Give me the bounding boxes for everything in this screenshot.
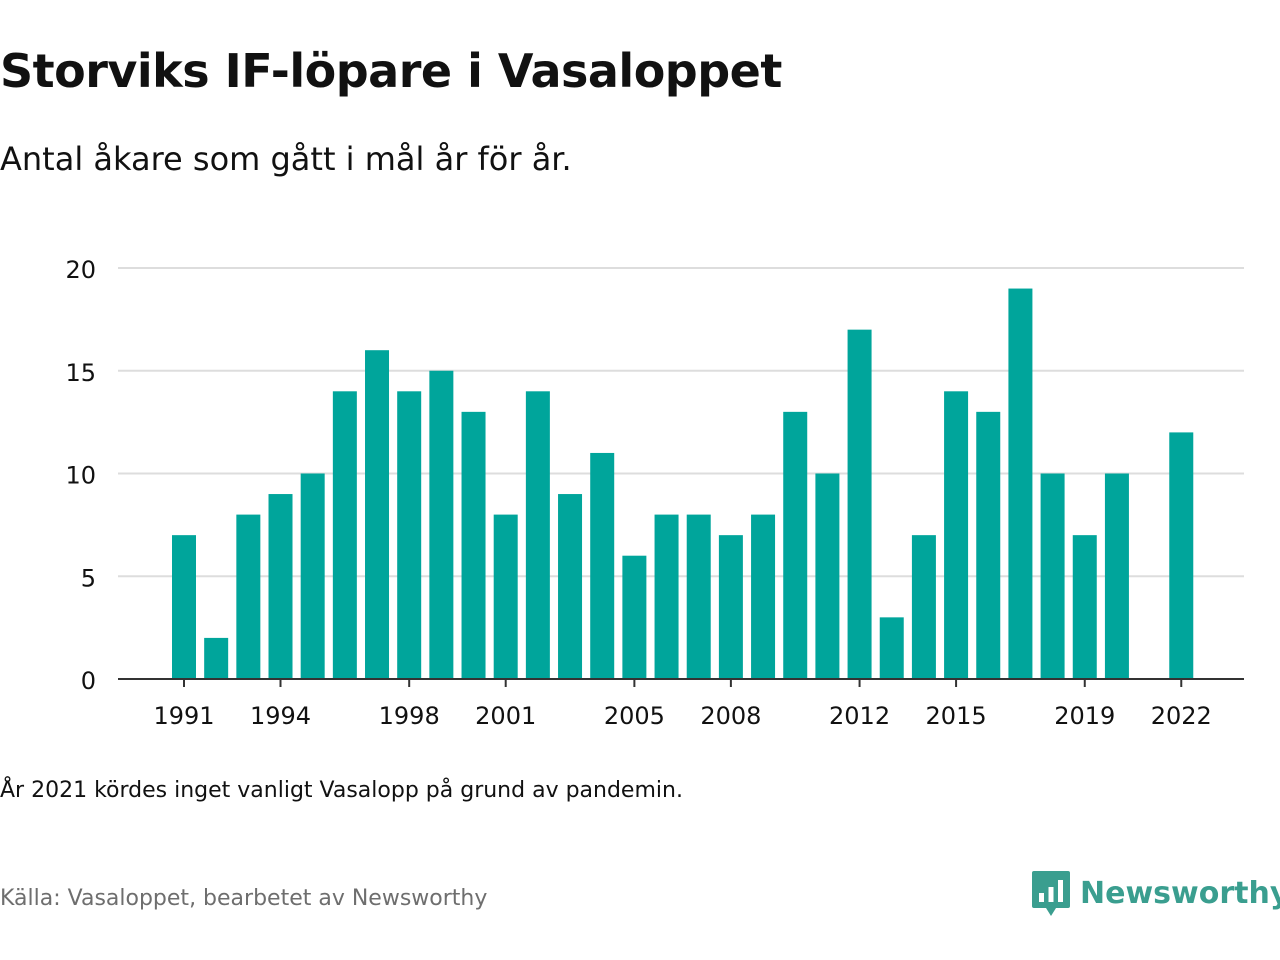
x-tick-label: 2008 [700,702,761,730]
bar-1992 [204,637,229,679]
x-tick-label: 2019 [1054,702,1115,730]
axes: 0 5 10 15 20 1991 1994 1998 2001 2005 2008 2012 2015… [65,256,1244,730]
bar-2008 [718,535,743,679]
chart-subtitle: Antal åkare som gått i mål år för år. [0,140,572,178]
x-tick-label: 2005 [604,702,665,730]
x-tick-label: 2001 [475,702,536,730]
bar-1998 [397,391,422,679]
x-tick-label: 1998 [379,702,440,730]
x-tick-label: 2015 [926,702,987,730]
x-tick-label: 2012 [829,702,890,730]
bar-1997 [365,350,390,679]
bar-2014 [911,535,936,679]
y-tick-label: 0 [81,667,96,695]
bar-2020 [1104,473,1129,679]
bar-chart-speech-bubble-icon [1032,871,1070,916]
bar-1991 [172,535,196,679]
bar-1994 [268,494,293,679]
bar-2017 [1008,288,1033,679]
bar-2015 [944,391,969,679]
chart-title: Storviks IF-löpare i Vasaloppet [0,44,782,98]
bar-2010 [783,411,808,679]
y-tick-label: 5 [81,564,96,592]
bar-chart: 0 5 10 15 20 1991 1994 1998 2001 2005 2008 2012 2015… [65,256,1244,730]
bar-2022 [1169,432,1194,679]
y-tick-label: 15 [65,359,96,387]
bar-2011 [815,473,840,679]
bar-1999 [429,370,454,679]
bar-2001 [493,514,518,679]
brand-name: Newsworthy [1080,875,1280,911]
bar-2012 [847,329,872,679]
bar-1995 [300,473,325,679]
bar-2003 [558,494,583,679]
bar-2013 [879,617,904,679]
x-tick-label: 2022 [1151,702,1212,730]
newsworthy-logo: Newsworthy [1030,868,1280,918]
bars [172,288,1194,679]
bar-2000 [461,411,486,679]
bar-2005 [622,555,647,679]
footnote: År 2021 kördes inget vanligt Vasalopp på… [0,778,683,803]
bar-1993 [236,514,261,679]
bar-2018 [1040,473,1065,679]
bar-2019 [1072,535,1097,679]
source-text: Källa: Vasaloppet, bearbetet av Newswort… [0,886,488,911]
y-tick-label: 10 [65,462,96,490]
x-tick-label: 1991 [153,702,214,730]
y-tick-label: 20 [65,256,96,284]
x-tick-label: 1994 [250,702,311,730]
bar-2009 [751,514,776,679]
bar-2016 [976,411,1001,679]
bar-2006 [654,514,679,679]
bar-2007 [686,514,711,679]
bar-2002 [525,391,550,679]
bar-1996 [332,391,357,679]
bar-2004 [590,452,615,679]
